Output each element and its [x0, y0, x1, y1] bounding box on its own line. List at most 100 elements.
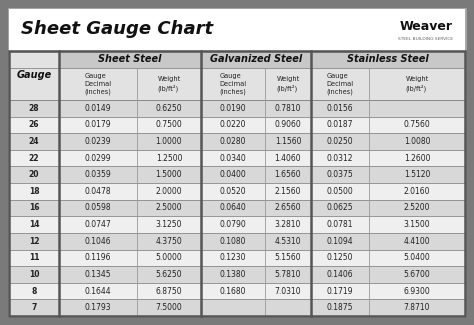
Text: 0.0250: 0.0250 — [327, 137, 353, 146]
Text: 0.6250: 0.6250 — [155, 104, 182, 113]
Text: 11: 11 — [29, 254, 39, 262]
Text: 0.0520: 0.0520 — [219, 187, 246, 196]
Bar — [9, 283, 465, 299]
Text: 2.5200: 2.5200 — [404, 203, 430, 213]
Text: 0.1380: 0.1380 — [220, 270, 246, 279]
Text: 1.2500: 1.2500 — [156, 154, 182, 162]
Text: 0.0299: 0.0299 — [85, 154, 111, 162]
Text: 0.0500: 0.0500 — [327, 187, 354, 196]
Text: 5.1560: 5.1560 — [275, 254, 301, 262]
Bar — [9, 51, 465, 68]
Text: 4.3750: 4.3750 — [155, 237, 182, 246]
Text: 3.1250: 3.1250 — [156, 220, 182, 229]
Text: Stainless Steel: Stainless Steel — [347, 55, 429, 64]
Bar — [9, 183, 465, 200]
Text: 1.0000: 1.0000 — [155, 137, 182, 146]
Text: 22: 22 — [29, 154, 39, 162]
Text: 0.0239: 0.0239 — [85, 137, 111, 146]
Text: 0.0625: 0.0625 — [327, 203, 353, 213]
Bar — [9, 9, 465, 51]
Text: 12: 12 — [29, 237, 39, 246]
Text: 0.0187: 0.0187 — [327, 121, 353, 129]
Bar — [9, 150, 465, 166]
Text: 0.0179: 0.0179 — [85, 121, 111, 129]
Text: 5.0000: 5.0000 — [155, 254, 182, 262]
Bar — [9, 166, 465, 183]
Text: 0.7500: 0.7500 — [155, 121, 182, 129]
Bar — [9, 51, 59, 100]
Text: Gauge: Gauge — [17, 71, 52, 81]
Text: 0.1680: 0.1680 — [220, 287, 246, 295]
Text: 10: 10 — [29, 270, 39, 279]
Text: 6.9300: 6.9300 — [404, 287, 430, 295]
Text: 0.0149: 0.0149 — [85, 104, 111, 113]
Text: 1.0080: 1.0080 — [404, 137, 430, 146]
Text: 0.0220: 0.0220 — [220, 121, 246, 129]
Text: Galvanized Steel: Galvanized Steel — [210, 55, 302, 64]
Text: 8: 8 — [31, 287, 36, 295]
Text: 0.0598: 0.0598 — [85, 203, 111, 213]
Text: 5.6250: 5.6250 — [155, 270, 182, 279]
Text: 0.1250: 0.1250 — [327, 254, 353, 262]
Bar — [9, 117, 465, 133]
Text: 0.7810: 0.7810 — [275, 104, 301, 113]
Bar — [9, 216, 465, 233]
Text: Sheet Gauge Chart: Sheet Gauge Chart — [21, 20, 213, 38]
Bar — [9, 200, 465, 216]
Text: 0.1793: 0.1793 — [85, 303, 111, 312]
Text: 0.1046: 0.1046 — [85, 237, 111, 246]
Text: 0.7560: 0.7560 — [404, 121, 430, 129]
Text: 0.1345: 0.1345 — [85, 270, 111, 279]
Text: 0.1875: 0.1875 — [327, 303, 353, 312]
Text: 24: 24 — [29, 137, 39, 146]
Text: 0.9060: 0.9060 — [274, 121, 301, 129]
Text: 4.5310: 4.5310 — [275, 237, 301, 246]
Text: 18: 18 — [29, 187, 39, 196]
Text: 16: 16 — [29, 203, 39, 213]
Text: Weight
(lb/ft²): Weight (lb/ft²) — [276, 76, 300, 92]
Text: 0.0375: 0.0375 — [327, 170, 354, 179]
Text: 20: 20 — [29, 170, 39, 179]
Text: 2.0160: 2.0160 — [404, 187, 430, 196]
Text: 2.0000: 2.0000 — [155, 187, 182, 196]
Text: 1.1560: 1.1560 — [275, 137, 301, 146]
Bar — [9, 51, 465, 316]
Text: Gauge
Decimal
(inches): Gauge Decimal (inches) — [327, 73, 354, 95]
Bar — [9, 299, 465, 316]
Text: Weaver: Weaver — [400, 20, 453, 33]
Text: 0.0190: 0.0190 — [219, 104, 246, 113]
Text: 1.4060: 1.4060 — [275, 154, 301, 162]
Text: 0.0312: 0.0312 — [327, 154, 353, 162]
Text: 3.2810: 3.2810 — [275, 220, 301, 229]
Text: 1.6560: 1.6560 — [275, 170, 301, 179]
Bar — [9, 100, 465, 117]
Text: 14: 14 — [29, 220, 39, 229]
Text: 0.0478: 0.0478 — [85, 187, 111, 196]
Text: 2.5000: 2.5000 — [155, 203, 182, 213]
Text: 0.1644: 0.1644 — [85, 287, 111, 295]
Text: 1.5120: 1.5120 — [404, 170, 430, 179]
Text: Weight
(lb/ft²): Weight (lb/ft²) — [405, 76, 428, 92]
Text: 0.0747: 0.0747 — [85, 220, 111, 229]
Text: Weight
(lb/ft²): Weight (lb/ft²) — [157, 76, 181, 92]
Text: 6.8750: 6.8750 — [155, 287, 182, 295]
Text: 0.0280: 0.0280 — [220, 137, 246, 146]
Text: 7.0310: 7.0310 — [275, 287, 301, 295]
Bar — [9, 133, 465, 150]
Text: 0.1719: 0.1719 — [327, 287, 353, 295]
Text: 0.1406: 0.1406 — [327, 270, 353, 279]
Text: Sheet Steel: Sheet Steel — [98, 55, 162, 64]
Text: 0.0359: 0.0359 — [85, 170, 111, 179]
Text: Gauge
Decimal
(inches): Gauge Decimal (inches) — [84, 73, 111, 95]
Text: STEEL BUILDING SERVICE: STEEL BUILDING SERVICE — [398, 37, 453, 41]
Text: 0.0340: 0.0340 — [219, 154, 246, 162]
Text: 0.0400: 0.0400 — [219, 170, 246, 179]
Text: 5.0400: 5.0400 — [404, 254, 430, 262]
Text: 0.1094: 0.1094 — [327, 237, 353, 246]
Text: 0.1196: 0.1196 — [85, 254, 111, 262]
Text: 0.0781: 0.0781 — [327, 220, 353, 229]
Text: 1.2600: 1.2600 — [404, 154, 430, 162]
Text: 0.1080: 0.1080 — [220, 237, 246, 246]
Text: 7.5000: 7.5000 — [155, 303, 182, 312]
Text: 2.1560: 2.1560 — [275, 187, 301, 196]
